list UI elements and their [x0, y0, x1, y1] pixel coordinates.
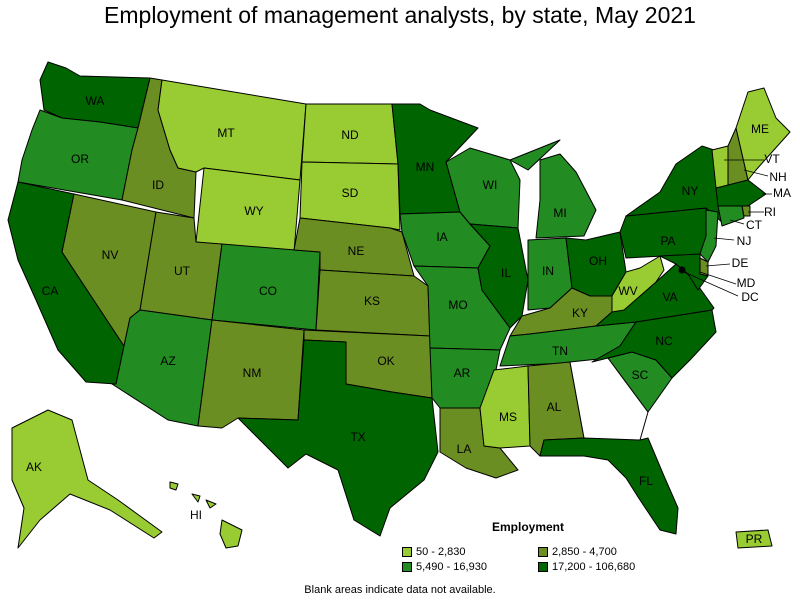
label-ut: UT	[174, 264, 191, 278]
state-md	[659, 253, 709, 291]
label-ma: MA	[773, 186, 791, 200]
label-tx: TX	[350, 430, 365, 444]
legend-item-1: 50 - 2,830	[402, 546, 466, 558]
state-hi	[169, 481, 243, 549]
legend-label-4: 17,200 - 106,680	[552, 561, 636, 573]
label-ky: KY	[572, 306, 588, 320]
label-wi: WI	[483, 178, 498, 192]
state-ak	[11, 409, 163, 549]
legend-swatch-3	[402, 562, 412, 572]
leader-md	[699, 271, 737, 285]
state-il	[469, 223, 529, 329]
label-dc: DC	[741, 290, 759, 304]
label-pr: PR	[746, 532, 763, 546]
label-nj: NJ	[737, 234, 752, 248]
label-ny: NY	[682, 184, 699, 198]
label-il: IL	[501, 266, 511, 280]
label-ak: AK	[26, 460, 42, 474]
leader-nh	[743, 169, 769, 177]
state-labels: WA OR CA ID NV MT WY UT AZ CO NM ND SD N…	[26, 94, 791, 546]
label-pa: PA	[660, 234, 675, 248]
label-mt: MT	[217, 126, 235, 140]
label-or: OR	[71, 152, 89, 166]
map-title: Employment of management analysts, by st…	[104, 2, 696, 28]
label-id: ID	[152, 178, 164, 192]
label-ri: RI	[764, 205, 776, 219]
legend-item-2: 2,850 - 4,700	[538, 546, 617, 558]
label-wy: WY	[244, 204, 263, 218]
state-nc	[591, 309, 717, 379]
leader-de	[705, 263, 731, 267]
state-pr	[735, 529, 773, 549]
legend-title: Employment	[492, 520, 565, 534]
label-tn: TN	[552, 344, 568, 358]
leader-nj	[713, 237, 735, 241]
label-nd: ND	[341, 128, 359, 142]
label-ct: CT	[746, 218, 763, 232]
label-hi: HI	[190, 508, 202, 522]
state-tx	[237, 339, 439, 537]
label-mn: MN	[416, 160, 435, 174]
state-ct	[717, 205, 745, 227]
label-va: VA	[662, 290, 677, 304]
state-me	[735, 87, 791, 181]
label-ca: CA	[42, 284, 59, 298]
label-ne: NE	[348, 244, 365, 258]
label-sd: SD	[342, 186, 359, 200]
label-ms: MS	[499, 410, 517, 424]
legend-item-3: 5,490 - 16,930	[402, 561, 487, 573]
label-az: AZ	[160, 354, 175, 368]
label-ia: IA	[436, 230, 447, 244]
label-nm: NM	[243, 366, 262, 380]
legend-swatch-2	[538, 547, 548, 557]
state-fl	[539, 437, 679, 535]
state-wi	[445, 147, 521, 229]
label-leaders	[683, 159, 772, 297]
label-vt: VT	[764, 152, 780, 166]
legend-label-2: 2,850 - 4,700	[552, 546, 617, 558]
label-al: AL	[547, 400, 562, 414]
label-sc: SC	[632, 368, 649, 382]
label-in: IN	[542, 264, 554, 278]
legend-swatch-1	[402, 547, 412, 557]
label-la: LA	[457, 442, 472, 456]
label-me: ME	[751, 122, 769, 136]
label-md: MD	[737, 276, 756, 290]
legend-swatch-4	[538, 562, 548, 572]
state-mi	[509, 139, 597, 239]
state-ma	[715, 179, 767, 207]
label-nv: NV	[102, 248, 119, 262]
state-wv	[611, 255, 665, 313]
label-ks: KS	[364, 294, 380, 308]
legend-label-1: 50 - 2,830	[416, 546, 466, 558]
legend-label-3: 5,490 - 16,930	[416, 561, 487, 573]
state-dc	[678, 266, 686, 274]
label-nh: NH	[769, 170, 786, 184]
label-wv: WV	[618, 284, 637, 298]
leader-dc	[683, 271, 739, 297]
map-footnote: Blank areas indicate data not available.	[304, 584, 496, 596]
label-oh: OH	[589, 254, 607, 268]
legend-item-4: 17,200 - 106,680	[538, 561, 635, 573]
label-co: CO	[259, 284, 277, 298]
label-fl: FL	[639, 474, 653, 488]
label-wa: WA	[86, 94, 105, 108]
label-mo: MO	[448, 298, 467, 312]
label-ok: OK	[377, 354, 394, 368]
leader-ct	[729, 219, 745, 225]
label-ar: AR	[454, 366, 471, 380]
label-nc: NC	[655, 334, 673, 348]
state-sd	[299, 161, 401, 231]
label-mi: MI	[553, 206, 566, 220]
label-de: DE	[732, 256, 749, 270]
